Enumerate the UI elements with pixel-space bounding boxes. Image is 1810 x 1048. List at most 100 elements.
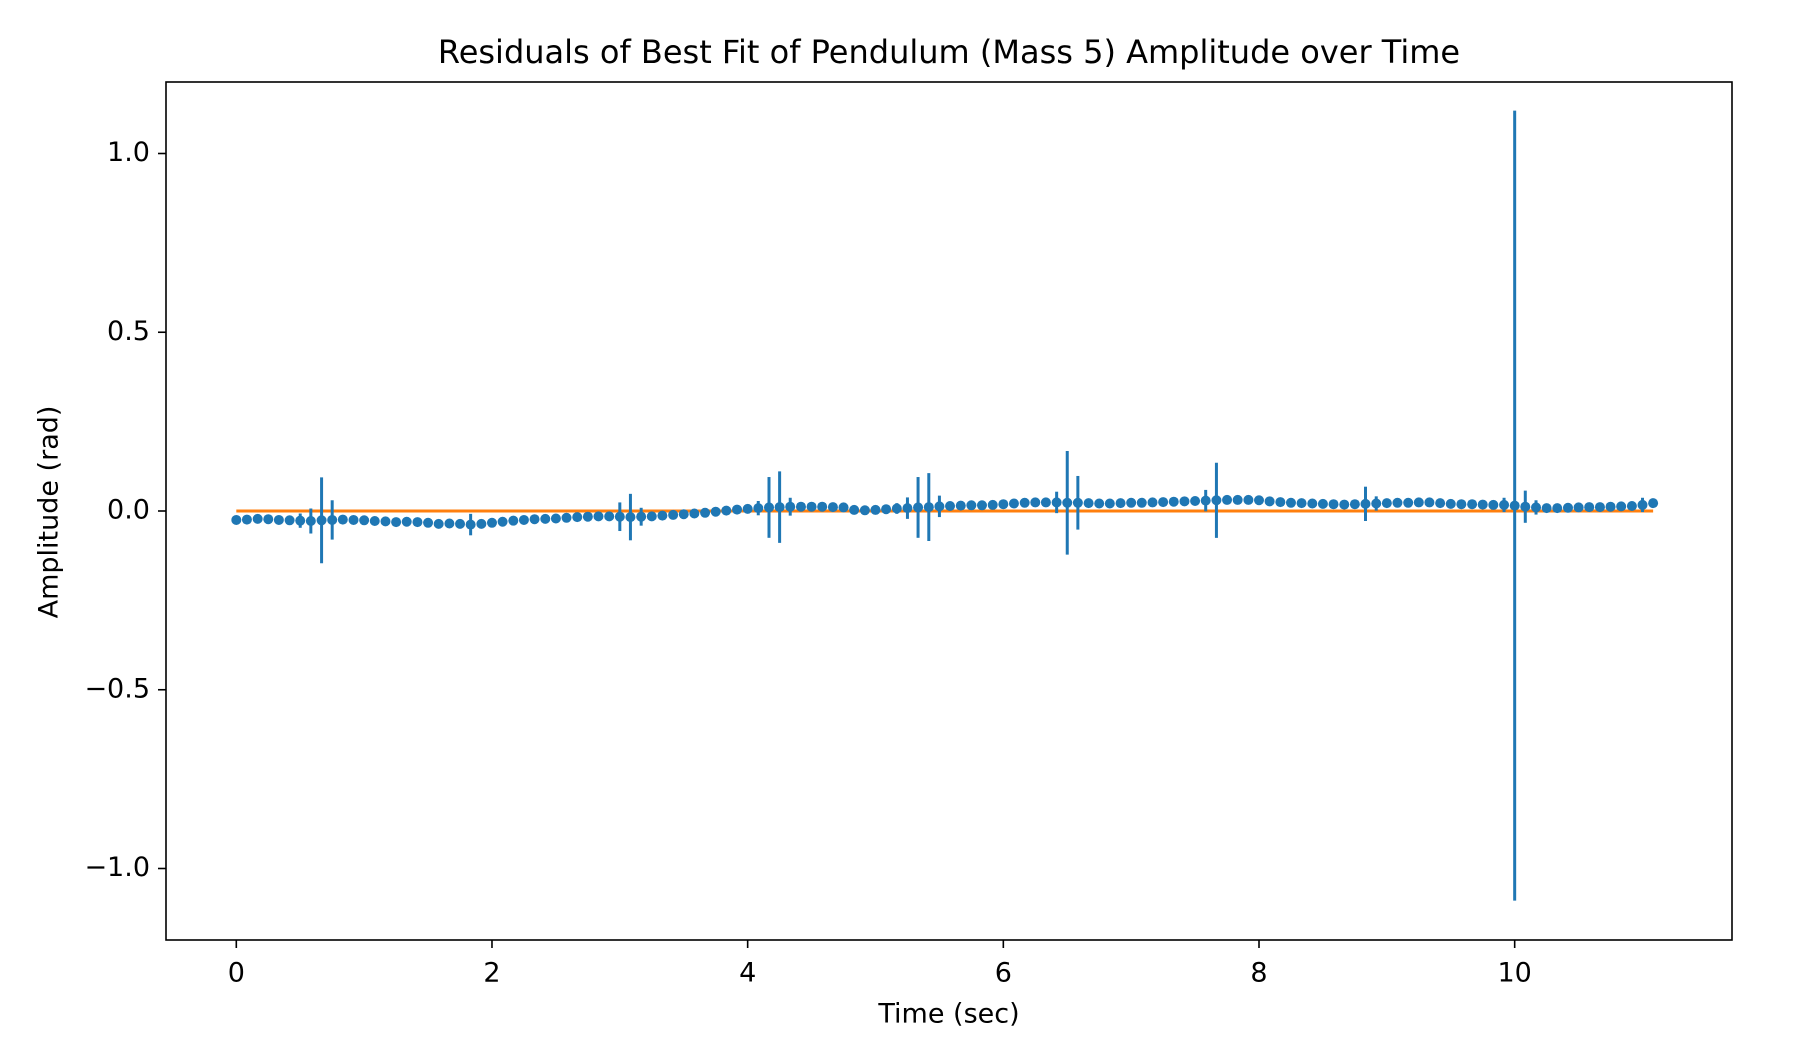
data-point xyxy=(486,517,497,528)
chart-title: Residuals of Best Fit of Pendulum (Mass … xyxy=(438,33,1460,71)
data-point xyxy=(327,514,338,525)
data-point xyxy=(273,514,284,525)
data-point xyxy=(1243,494,1254,505)
data-point xyxy=(1509,500,1520,511)
data-point xyxy=(1275,497,1286,508)
data-point xyxy=(433,518,444,529)
data-point xyxy=(241,514,252,525)
data-point xyxy=(1200,495,1211,506)
data-point xyxy=(540,513,551,524)
data-point xyxy=(795,501,806,512)
data-point xyxy=(1413,497,1424,508)
y-tick-label: −1.0 xyxy=(84,852,150,883)
data-point xyxy=(913,502,924,513)
data-point xyxy=(774,502,785,513)
data-point xyxy=(604,511,615,522)
data-point xyxy=(1211,495,1222,506)
data-point xyxy=(1019,497,1030,508)
data-point xyxy=(657,510,668,521)
x-tick-label: 2 xyxy=(483,958,500,989)
data-point xyxy=(1126,497,1137,508)
data-point xyxy=(1467,499,1478,510)
data-point xyxy=(1328,499,1339,510)
data-point xyxy=(1094,498,1105,509)
data-point xyxy=(742,503,753,514)
data-point xyxy=(987,499,998,510)
x-tick-label: 6 xyxy=(995,958,1012,989)
data-point xyxy=(401,516,412,527)
data-point xyxy=(359,515,370,526)
data-point xyxy=(710,506,721,517)
data-point xyxy=(753,503,764,514)
data-point xyxy=(806,501,817,512)
data-point xyxy=(678,509,689,520)
data-point xyxy=(891,503,902,514)
data-point xyxy=(1445,498,1456,509)
data-point xyxy=(1307,498,1318,509)
data-point xyxy=(955,500,966,511)
data-point xyxy=(284,515,295,526)
x-tick-label: 0 xyxy=(228,958,245,989)
data-point xyxy=(1296,498,1307,509)
y-tick-label: −0.5 xyxy=(84,673,150,704)
data-point xyxy=(1552,503,1563,514)
data-point xyxy=(1232,494,1243,505)
y-tick-label: 0.0 xyxy=(107,495,150,526)
data-point xyxy=(529,514,540,525)
data-point xyxy=(423,517,434,528)
data-point xyxy=(1520,501,1531,512)
data-point xyxy=(508,515,519,526)
data-point xyxy=(1051,497,1062,508)
data-point xyxy=(646,511,657,522)
y-axis-label: Amplitude (rad) xyxy=(34,406,65,619)
data-point xyxy=(817,501,828,512)
data-point xyxy=(1339,499,1350,510)
data-point xyxy=(1381,498,1392,509)
data-point xyxy=(838,502,849,513)
data-point xyxy=(263,514,274,525)
data-point xyxy=(1594,502,1605,513)
x-tick-label: 4 xyxy=(739,958,756,989)
data-point xyxy=(1626,500,1637,511)
data-point xyxy=(732,504,743,515)
data-point xyxy=(1392,497,1403,508)
data-point xyxy=(1190,495,1201,506)
data-point xyxy=(572,512,583,523)
data-point xyxy=(827,502,838,513)
data-point xyxy=(1456,499,1467,510)
data-point xyxy=(252,513,263,524)
y-tick-label: 1.0 xyxy=(107,137,150,168)
data-point xyxy=(1104,498,1115,509)
data-point xyxy=(976,500,987,511)
data-point xyxy=(785,501,796,512)
data-point xyxy=(636,511,647,522)
data-point xyxy=(1488,499,1499,510)
data-point xyxy=(1648,498,1659,509)
x-tick-label: 10 xyxy=(1497,958,1531,989)
data-point xyxy=(1477,499,1488,510)
data-point xyxy=(1264,496,1275,507)
data-point xyxy=(923,502,934,513)
data-point xyxy=(305,516,316,527)
data-point xyxy=(1541,503,1552,514)
data-point xyxy=(348,514,359,525)
data-point xyxy=(764,502,775,513)
data-point xyxy=(1030,497,1041,508)
data-point xyxy=(518,514,529,525)
data-point xyxy=(1040,497,1051,508)
y-tick-label: 0.5 xyxy=(107,316,150,347)
data-point xyxy=(1424,497,1435,508)
axes-frame xyxy=(165,81,1733,941)
data-point xyxy=(337,514,348,525)
data-point xyxy=(1168,496,1179,507)
data-point xyxy=(455,518,466,529)
data-point xyxy=(966,500,977,511)
data-point xyxy=(1435,498,1446,509)
data-point xyxy=(721,505,732,516)
x-tick-label: 8 xyxy=(1250,958,1267,989)
data-point xyxy=(593,511,604,522)
data-point xyxy=(1562,502,1573,513)
data-point xyxy=(1285,497,1296,508)
data-point xyxy=(465,519,476,530)
data-point xyxy=(849,504,860,515)
